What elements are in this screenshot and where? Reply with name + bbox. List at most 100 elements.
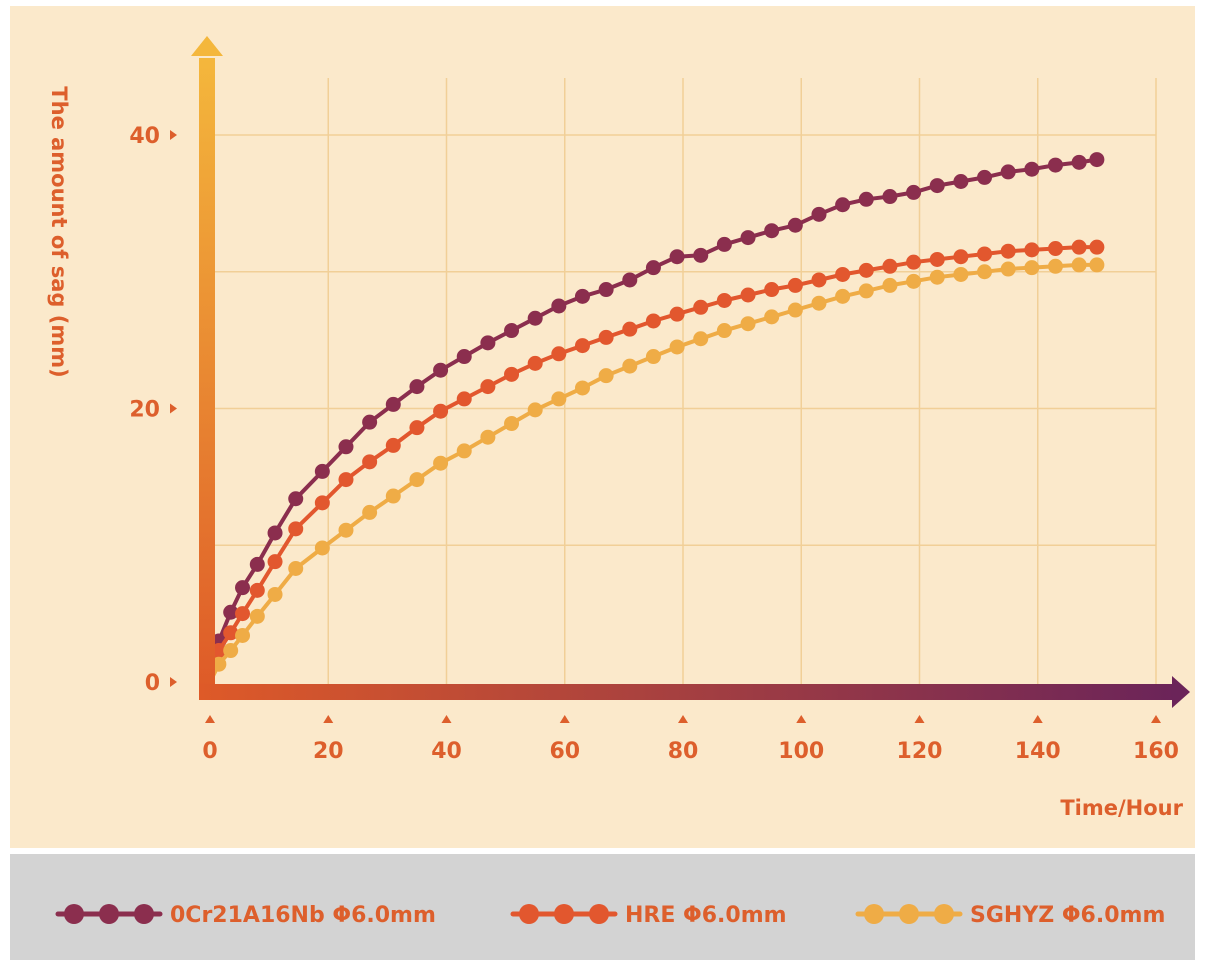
data-point bbox=[1024, 260, 1040, 276]
data-point bbox=[787, 302, 803, 318]
series-3 bbox=[208, 257, 1105, 684]
data-point bbox=[598, 329, 614, 345]
y-tick-marker bbox=[170, 130, 177, 140]
series-2 bbox=[208, 239, 1105, 684]
y-tick-marker bbox=[170, 403, 177, 414]
data-point bbox=[433, 403, 449, 419]
legend-marker bbox=[99, 904, 119, 924]
data-point bbox=[551, 391, 567, 407]
data-point bbox=[645, 260, 661, 276]
x-tick-label: 60 bbox=[549, 739, 580, 764]
x-tick-marker bbox=[323, 715, 334, 723]
data-point bbox=[223, 643, 239, 659]
data-point bbox=[1024, 242, 1040, 258]
data-point bbox=[288, 491, 304, 507]
x-tick-marker bbox=[796, 715, 807, 723]
x-axis bbox=[199, 684, 1174, 700]
data-point bbox=[787, 277, 803, 293]
legend-item-3: SGHYZ Φ6.0mm bbox=[855, 903, 1165, 928]
y-axis-arrow bbox=[191, 36, 223, 56]
data-point bbox=[385, 488, 401, 504]
data-point bbox=[409, 379, 425, 395]
data-point bbox=[882, 189, 898, 205]
data-point bbox=[385, 396, 401, 412]
data-point bbox=[953, 249, 969, 265]
legend: 0Cr21A16Nb Φ6.0mm HRE Φ6.0mm SGHYZ Φ6.0mm bbox=[55, 903, 1165, 928]
data-point bbox=[645, 313, 661, 329]
data-point bbox=[1089, 239, 1105, 255]
data-point bbox=[504, 323, 520, 339]
data-point bbox=[409, 420, 425, 436]
x-tick-marker bbox=[914, 715, 925, 723]
data-point bbox=[835, 266, 851, 282]
data-point bbox=[267, 525, 283, 541]
y-tick-label: 40 bbox=[129, 124, 160, 149]
data-point bbox=[314, 463, 330, 479]
legend-item-2: HRE Φ6.0mm bbox=[510, 903, 787, 928]
data-point bbox=[787, 217, 803, 233]
data-point bbox=[385, 437, 401, 453]
data-point bbox=[693, 247, 709, 263]
data-point bbox=[622, 321, 638, 337]
x-tick-label: 100 bbox=[778, 739, 824, 764]
data-point bbox=[764, 309, 780, 325]
legend-marker bbox=[554, 904, 574, 924]
x-tick-label: 120 bbox=[897, 739, 943, 764]
data-point bbox=[598, 368, 614, 384]
data-point bbox=[835, 197, 851, 213]
legend-marker bbox=[64, 904, 84, 924]
data-point bbox=[858, 262, 874, 278]
y-tick-label: 20 bbox=[129, 398, 160, 423]
x-tick-marker bbox=[205, 715, 215, 723]
data-point bbox=[527, 310, 543, 326]
legend-marker bbox=[934, 904, 954, 924]
data-point bbox=[977, 169, 993, 185]
data-point bbox=[764, 223, 780, 239]
data-point bbox=[504, 366, 520, 382]
y-axis bbox=[199, 58, 215, 692]
legend-label: SGHYZ Φ6.0mm bbox=[970, 903, 1165, 928]
data-point bbox=[1071, 257, 1087, 273]
data-point bbox=[1089, 257, 1105, 273]
data-point bbox=[669, 306, 685, 322]
data-point bbox=[740, 316, 756, 332]
data-point bbox=[456, 443, 472, 459]
x-tick-marker bbox=[1151, 715, 1161, 723]
data-point bbox=[716, 236, 732, 252]
data-point bbox=[1000, 164, 1016, 180]
legend-label: HRE Φ6.0mm bbox=[625, 903, 787, 928]
data-point bbox=[1047, 157, 1063, 173]
legend-marker bbox=[864, 904, 884, 924]
x-tick-label: 0 bbox=[202, 739, 217, 764]
y-tick-label: 0 bbox=[145, 671, 160, 696]
x-tick-marker bbox=[1032, 715, 1043, 723]
data-point bbox=[433, 455, 449, 471]
data-point bbox=[338, 439, 354, 455]
legend-item-1: 0Cr21A16Nb Φ6.0mm bbox=[55, 903, 436, 928]
data-point bbox=[1071, 154, 1087, 170]
data-point bbox=[249, 582, 265, 598]
legend-marker bbox=[899, 904, 919, 924]
data-point bbox=[314, 495, 330, 511]
series-layer bbox=[208, 152, 1105, 684]
data-point bbox=[288, 560, 304, 576]
data-point bbox=[249, 608, 265, 624]
data-point bbox=[669, 249, 685, 265]
data-point bbox=[211, 656, 227, 672]
data-point bbox=[456, 349, 472, 365]
x-tick-label: 160 bbox=[1133, 739, 1179, 764]
data-point bbox=[740, 287, 756, 303]
data-point bbox=[929, 178, 945, 194]
x-axis-title: Time/Hour bbox=[1060, 796, 1183, 820]
data-point bbox=[223, 625, 239, 641]
data-point bbox=[314, 540, 330, 556]
data-point bbox=[1047, 241, 1063, 257]
x-tick-label: 20 bbox=[313, 739, 344, 764]
data-point bbox=[811, 206, 827, 222]
legend-marker bbox=[134, 904, 154, 924]
data-point bbox=[1089, 152, 1105, 168]
data-point bbox=[235, 606, 251, 622]
data-point bbox=[811, 295, 827, 311]
data-point bbox=[740, 230, 756, 246]
